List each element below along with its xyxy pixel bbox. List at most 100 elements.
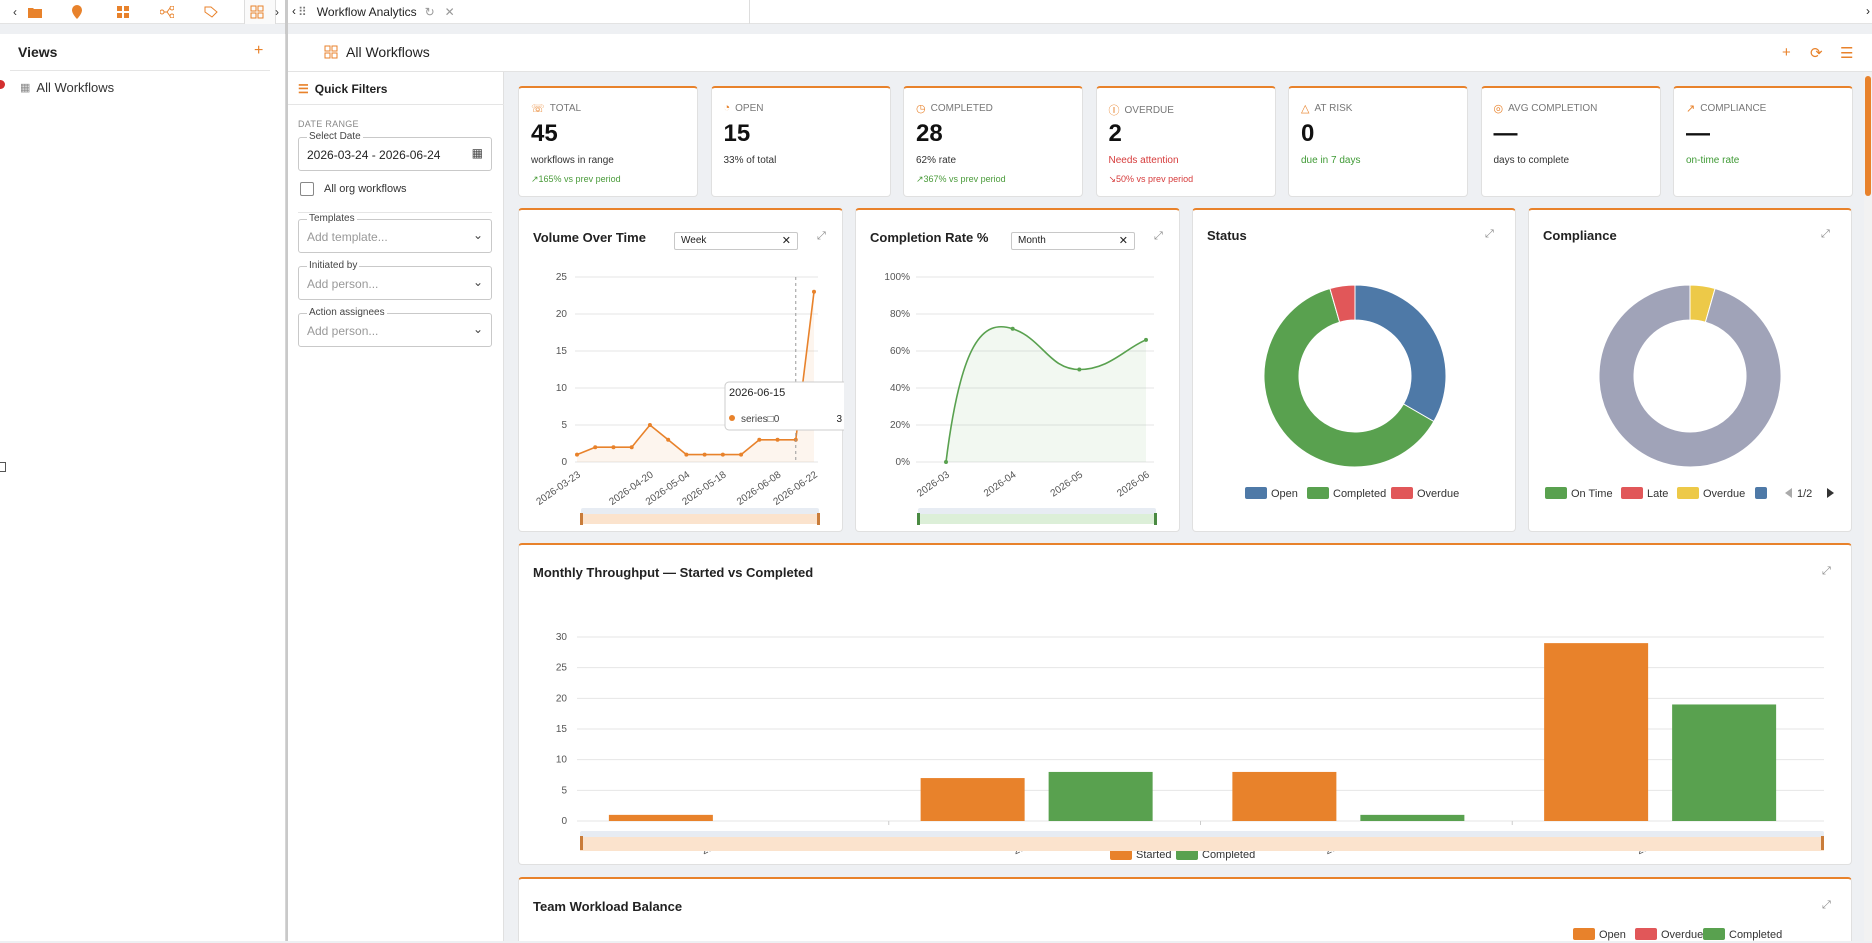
legend-label: Overdue xyxy=(1417,488,1459,500)
expand-icon[interactable]: ⤢ xyxy=(1821,228,1830,240)
refresh-icon[interactable]: ↻ xyxy=(424,5,435,19)
active-tab[interactable] xyxy=(244,0,276,24)
bar-started xyxy=(608,814,713,821)
pager-label: 1/2 xyxy=(1797,488,1812,500)
y-tick-label: 10 xyxy=(556,383,568,394)
add-view-button[interactable]: + xyxy=(254,42,264,59)
workflow-icon[interactable] xyxy=(158,3,176,21)
zoom-slider[interactable] xyxy=(580,831,1824,851)
location-pin-icon[interactable] xyxy=(68,3,86,21)
kpi-subtext: 33% of total xyxy=(723,155,777,166)
zoom-handle[interactable] xyxy=(580,836,583,850)
folder-icon[interactable] xyxy=(26,3,44,21)
assignees-legend: Action assignees xyxy=(307,307,387,318)
chevron-right-icon[interactable]: › xyxy=(1866,4,1870,18)
settings-sliders-icon[interactable]: ☰ xyxy=(1840,45,1854,62)
series-area xyxy=(577,291,814,462)
kpi-card-avg-completion[interactable]: ◎ AVG COMPLETION — days to complete xyxy=(1480,86,1661,197)
tooltip xyxy=(724,381,844,431)
templates-select[interactable]: Templates Add template... ⌄ xyxy=(298,213,492,253)
drag-handle-icon[interactable]: ⠿ xyxy=(298,5,307,19)
expand-icon[interactable]: ⤢ xyxy=(1822,565,1831,577)
kpi-value: 28 xyxy=(916,120,943,147)
tab-workflow-analytics[interactable]: ⠿ Workflow Analytics ↻ ✕ xyxy=(298,0,750,24)
kpi-card-at-risk[interactable]: △ AT RISK 0 due in 7 days xyxy=(1288,86,1468,197)
initiated-by-select[interactable]: Initiated by Add person... ⌄ xyxy=(298,260,492,300)
legend-swatch xyxy=(1677,487,1699,499)
expand-icon[interactable]: ⤢ xyxy=(1154,230,1163,242)
kpi-label-text: OPEN xyxy=(735,102,764,114)
add-icon[interactable]: + xyxy=(1782,44,1791,61)
kpi-card-total[interactable]: ☏ TOTAL 45 workflows in range ↗165% vs pr… xyxy=(518,86,698,197)
period-select-value: Month xyxy=(1018,235,1046,246)
chevron-left-icon[interactable]: ‹ xyxy=(292,4,296,18)
action-assignees-select[interactable]: Action assignees Add person... ⌄ xyxy=(298,307,492,347)
scrollbar-thumb[interactable] xyxy=(1865,76,1871,196)
kpi-trend: ↗367% vs prev period xyxy=(916,174,1006,184)
bar-completed xyxy=(1672,704,1777,821)
data-point xyxy=(575,452,579,457)
kpi-card-open[interactable]: ◔ OPEN 15 33% of total xyxy=(710,86,891,197)
view-item-all-workflows[interactable]: ▦ All Workflows xyxy=(20,80,114,95)
kpi-label-text: AT RISK xyxy=(1314,103,1353,114)
tooltip-value: 3 xyxy=(836,414,842,425)
legend-swatch xyxy=(1545,487,1567,499)
kpi-icon: ↗ xyxy=(1686,103,1696,115)
y-tick-label: 15 xyxy=(556,724,568,735)
chevron-down-icon: ⌄ xyxy=(472,275,483,289)
dashboard-icon[interactable] xyxy=(248,3,266,21)
refresh-icon[interactable]: ⟳ xyxy=(1810,45,1823,62)
legend-label: Completed xyxy=(1202,849,1255,861)
kpi-value: — xyxy=(1686,120,1710,147)
side-toggle-icon[interactable] xyxy=(0,462,6,472)
throughput-chart-card: Monthly Throughput — Started vs Complete… xyxy=(518,543,1852,865)
y-tick-label: 25 xyxy=(556,272,568,283)
x-tick-label: 2026-03 xyxy=(915,469,952,499)
scrollbar[interactable] xyxy=(1864,72,1872,941)
divider xyxy=(288,104,504,105)
period-select[interactable]: Week ✕ xyxy=(674,232,798,250)
date-range-value: 2026-03-24 - 2026-06-24 xyxy=(307,148,441,162)
chart-title: Completion Rate % xyxy=(870,230,989,245)
kpi-card-compliance[interactable]: ↗ COMPLIANCE — on-time rate xyxy=(1673,86,1853,197)
close-icon[interactable]: ✕ xyxy=(444,5,455,19)
kpi-card-completed[interactable]: ◷ COMPLETED 28 62% rate ↗367% vs prev per… xyxy=(903,86,1083,197)
apps-icon[interactable] xyxy=(114,3,132,21)
expand-icon[interactable]: ⤢ xyxy=(817,230,826,242)
period-select[interactable]: Month ✕ xyxy=(1011,232,1135,250)
expand-icon[interactable]: ⤢ xyxy=(1822,899,1831,911)
panel-splitter[interactable] xyxy=(285,0,288,941)
kpi-card-overdue[interactable]: ⓘ OVERDUE 2 Needs attention ↘50% vs prev … xyxy=(1095,86,1276,197)
y-tick-label: 20% xyxy=(890,420,910,431)
assignees-placeholder: Add person... xyxy=(307,324,379,338)
clear-icon[interactable]: ✕ xyxy=(1118,235,1128,247)
zoom-slider-fill xyxy=(580,837,1824,851)
date-range-field[interactable]: Select Date 2026-03-24 - 2026-06-24 ▦ xyxy=(298,131,492,171)
clear-icon[interactable]: ✕ xyxy=(781,235,791,247)
kpi-label-text: COMPLIANCE xyxy=(1700,103,1767,114)
calendar-icon[interactable]: ▦ xyxy=(471,146,483,160)
checkbox[interactable] xyxy=(300,182,314,196)
all-org-label: All org workflows xyxy=(324,183,407,195)
kpi-trend: ↘50% vs prev period xyxy=(1108,174,1194,184)
expand-icon[interactable]: ⤢ xyxy=(1485,228,1494,240)
all-org-checkbox[interactable]: All org workflows xyxy=(300,182,407,196)
y-tick-label: 100% xyxy=(884,272,910,283)
bar-started xyxy=(920,778,1025,821)
chart-title: Monthly Throughput — Started vs Complete… xyxy=(533,565,814,580)
legend-label: Open xyxy=(1271,488,1298,500)
y-tick-label: 0 xyxy=(561,816,567,827)
dashboard-icon xyxy=(324,45,338,59)
main-header: All Workflows + ⟳ ☰ xyxy=(288,34,1872,72)
tag-icon[interactable] xyxy=(202,3,220,21)
zoom-handle[interactable] xyxy=(1821,836,1824,850)
kpi-value: 15 xyxy=(723,120,751,147)
y-tick-label: 5 xyxy=(561,785,567,796)
y-tick-label: 10 xyxy=(556,755,568,766)
initiated-by-legend: Initiated by xyxy=(307,260,360,271)
chart-title: Compliance xyxy=(1543,228,1617,243)
data-point xyxy=(611,445,616,450)
page-title: All Workflows xyxy=(324,44,430,60)
chevron-right-icon[interactable]: › xyxy=(275,5,279,19)
chevron-left-icon[interactable]: ‹ xyxy=(13,5,17,19)
